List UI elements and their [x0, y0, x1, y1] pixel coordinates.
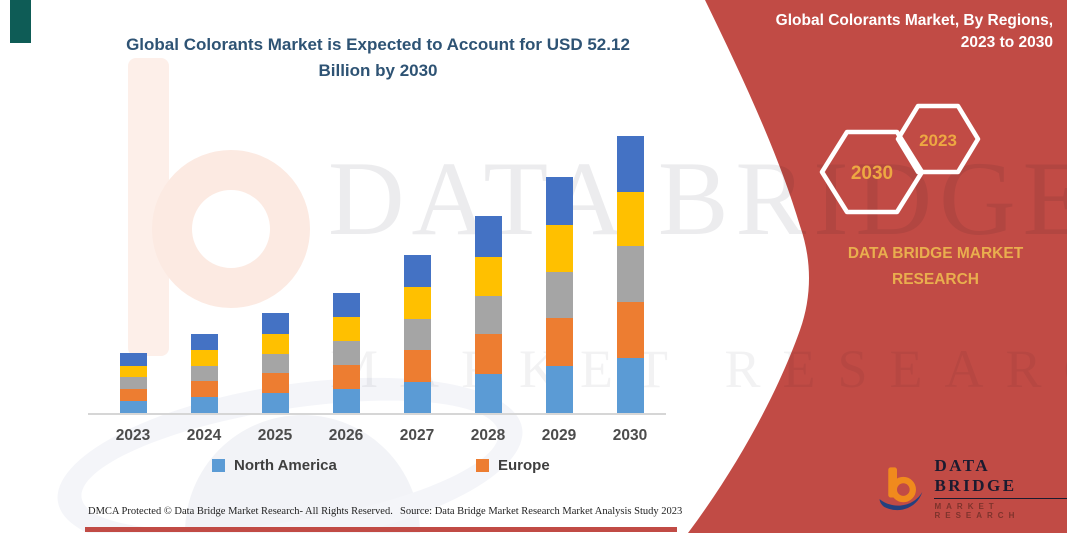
- bar-segment-2024-series: [190, 333, 218, 351]
- bar-segment-2026-series: [332, 293, 360, 318]
- stacked-bar-2030: [616, 136, 644, 413]
- bar-segment-2025-europe: [261, 373, 289, 393]
- panel-title: Global Colorants Market, By Regions, 202…: [775, 12, 1053, 52]
- databridge-logo: DATA BRIDGE MARKET RESEARCH: [878, 456, 1067, 520]
- stacked-bar-2023: [119, 353, 147, 413]
- bar-segment-2027-series: [403, 318, 431, 350]
- legend-item-europe: Europe: [476, 457, 550, 474]
- bar-segment-2030-europe: [616, 302, 644, 358]
- bar-segment-2028-europe: [474, 334, 502, 374]
- bar-segment-2023-series: [119, 353, 147, 366]
- logo-text: DATA BRIDGE MARKET RESEARCH: [934, 456, 1067, 520]
- bar-segment-2025-series: [261, 353, 289, 374]
- legend-item-north-america: North America: [212, 457, 337, 474]
- stacked-bar-2024: [190, 333, 218, 413]
- teal-corner-block: [10, 0, 31, 43]
- bar-segment-2030-series: [616, 191, 644, 247]
- bottom-red-bar: [85, 527, 677, 532]
- x-axis-label-2027: 2027: [399, 427, 435, 444]
- stacked-bar-2029: [545, 177, 573, 413]
- bar-segment-2025-north: [261, 392, 289, 413]
- bar-segment-2028-series: [474, 215, 502, 257]
- x-axis-label-2024: 2024: [186, 427, 222, 444]
- bar-segment-2027-series: [403, 287, 431, 319]
- bar-segment-2026-north: [332, 389, 360, 413]
- bar-segment-2027-north: [403, 381, 431, 413]
- brand-name-gold: DATA BRIDGE MARKET RESEARCH: [833, 241, 1038, 292]
- bar-segment-2025-series: [261, 334, 289, 354]
- logo-name: DATA BRIDGE: [934, 456, 1067, 499]
- x-axis-label-2026: 2026: [328, 427, 364, 444]
- hexagon-2023: 2023: [895, 103, 981, 175]
- bar-segment-2024-europe: [190, 381, 218, 398]
- footer-source-text: Source: Data Bridge Market Research Mark…: [400, 506, 683, 517]
- bar-segment-2023-north: [119, 400, 147, 413]
- bar-segment-2029-series: [545, 177, 573, 226]
- bar-segment-2030-series: [616, 246, 644, 303]
- bar-segment-2029-north: [545, 365, 573, 413]
- legend-swatch-north-america: [212, 459, 225, 472]
- bar-segment-2024-series: [190, 350, 218, 366]
- bar-segment-2030-series: [616, 136, 644, 192]
- logo-subtitle: MARKET RESEARCH: [934, 502, 1020, 520]
- hexagon-2030: 2030: [819, 129, 925, 215]
- bar-segment-2027-series: [403, 254, 431, 288]
- hexagon-2023-label: 2023: [919, 131, 957, 150]
- brand-name-line2: RESEARCH: [892, 270, 979, 288]
- stacked-bar-2026: [332, 293, 360, 413]
- bar-segment-2027-europe: [403, 349, 431, 382]
- x-axis-label-2029: 2029: [541, 427, 577, 444]
- bar-segment-2029-series: [545, 271, 573, 319]
- hexagon-year-badges: 2023 2030: [819, 103, 981, 215]
- bar-segment-2029-series: [545, 225, 573, 272]
- bar-segment-2026-series: [332, 317, 360, 342]
- legend-label-europe: Europe: [498, 457, 550, 474]
- brand-name-line1: DATA BRIDGE MARKET: [847, 245, 1024, 262]
- x-axis-label-2028: 2028: [470, 427, 506, 444]
- chart-title: Global Colorants Market is Expected to A…: [126, 35, 630, 80]
- bar-segment-2026-series: [332, 341, 360, 366]
- x-axis-line: [88, 413, 666, 415]
- legend-swatch-europe: [476, 459, 489, 472]
- x-axis-label-2030: 2030: [612, 427, 648, 444]
- hexagon-2030-label: 2030: [851, 163, 893, 184]
- x-axis-label-2025: 2025: [257, 427, 293, 444]
- bar-segment-2023-series: [119, 365, 147, 378]
- stacked-bar-2025: [261, 313, 289, 413]
- legend-label-north-america: North America: [234, 457, 337, 474]
- bar-segment-2023-series: [119, 377, 147, 390]
- bar-segment-2028-series: [474, 295, 502, 335]
- x-axis-label-2023: 2023: [115, 427, 151, 444]
- databridge-b-icon: [879, 467, 923, 511]
- bar-segment-2025-series: [261, 313, 289, 335]
- stacked-bar-2027: [403, 254, 431, 413]
- bar-segment-2023-europe: [119, 389, 147, 401]
- bar-segment-2026-europe: [332, 365, 360, 390]
- bar-segment-2024-north: [190, 397, 218, 413]
- bar-segment-2024-series: [190, 365, 218, 382]
- bar-segment-2028-series: [474, 256, 502, 296]
- bar-segment-2028-north: [474, 373, 502, 413]
- bar-segment-2030-north: [616, 357, 644, 413]
- bar-segment-2029-europe: [545, 318, 573, 366]
- stacked-bar-2028: [474, 215, 502, 413]
- footer-dmca-text: DMCA Protected © Data Bridge Market Rese…: [88, 506, 393, 517]
